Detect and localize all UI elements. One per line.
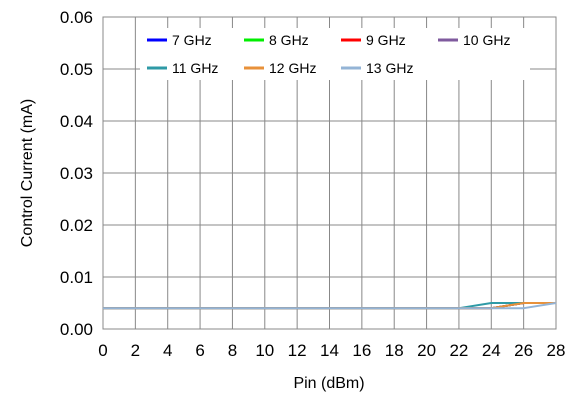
x-tick-label: 2	[131, 341, 140, 360]
x-tick-label: 0	[98, 341, 107, 360]
y-tick-label: 0.05	[60, 60, 93, 79]
x-tick-label: 10	[255, 341, 274, 360]
x-tick-label: 14	[320, 341, 339, 360]
legend-label: 11 GHz	[172, 60, 218, 76]
x-axis-title: Pin (dBm)	[293, 375, 364, 392]
legend-label: 8 GHz	[269, 32, 309, 48]
y-tick-label: 0.03	[60, 164, 93, 183]
y-tick-label: 0.06	[60, 8, 93, 27]
series-lines	[103, 302, 557, 310]
legend-label: 10 GHz	[463, 32, 510, 48]
y-tick-label: 0.04	[60, 112, 93, 131]
x-tick-label: 18	[385, 341, 404, 360]
legend-label: 9 GHz	[366, 32, 406, 48]
legend-label: 7 GHz	[172, 32, 212, 48]
x-tick-label: 24	[482, 341, 501, 360]
x-tick-label: 12	[288, 341, 307, 360]
x-tick-label: 22	[449, 341, 468, 360]
y-axis-ticks: 0.00 0.01 0.02 0.03 0.04 0.05 0.06	[60, 8, 93, 339]
y-tick-label: 0.00	[60, 320, 93, 339]
x-tick-label: 20	[417, 341, 436, 360]
legend: 7 GHz 8 GHz 9 GHz 10 GHz 11 GHz 12 GHz 13 GHz	[140, 28, 530, 80]
x-axis-ticks: 0 2 4 6 8 10 12 14 16 18 20 22 24 26 28	[98, 341, 565, 360]
x-tick-label: 16	[352, 341, 371, 360]
legend-label: 12 GHz	[269, 60, 316, 76]
y-axis-title: Control Current (mA)	[19, 99, 36, 247]
x-tick-label: 28	[547, 341, 566, 360]
x-tick-label: 26	[514, 341, 533, 360]
x-tick-label: 4	[163, 341, 172, 360]
legend-background	[140, 28, 530, 80]
series-line-13-ghz	[103, 302, 557, 310]
x-tick-label: 6	[195, 341, 204, 360]
y-tick-label: 0.01	[60, 268, 93, 287]
legend-label: 13 GHz	[366, 60, 413, 76]
y-tick-label: 0.02	[60, 216, 93, 235]
x-tick-label: 8	[228, 341, 237, 360]
